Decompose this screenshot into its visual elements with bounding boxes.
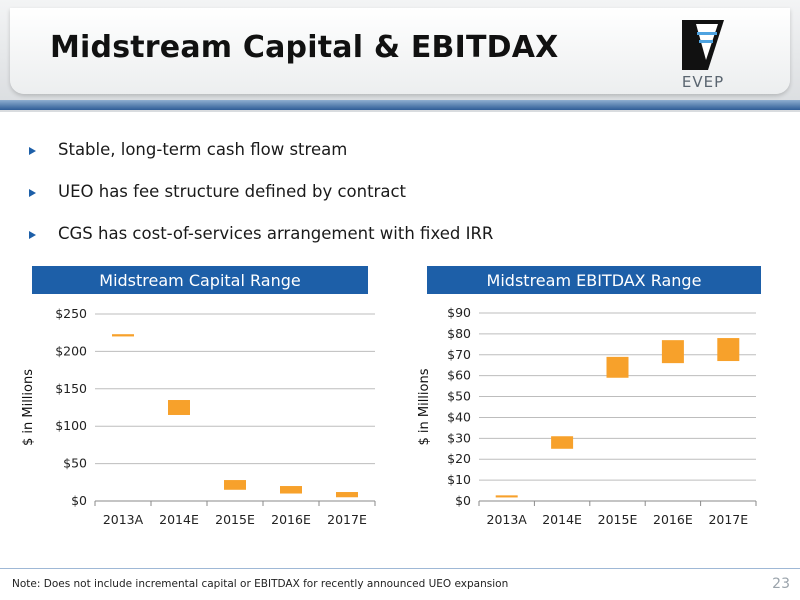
y-axis-label: $ in Millions [417,368,432,445]
capital-chart-title: Midstream Capital Range [32,266,368,294]
y-tick-label: $60 [447,368,471,383]
y-tick-label: $80 [447,326,471,341]
evep-logo-icon [682,20,724,70]
x-tick-label: 2013A [103,512,144,527]
x-tick-label: 2017E [708,512,748,527]
bullet-item: Stable, long-term cash flow stream [28,140,493,182]
range-bar [112,334,134,337]
bullet-text: CGS has cost-of-services arrangement wit… [58,224,494,243]
y-tick-label: $100 [55,418,87,433]
ebitdax-range-chart: $ in Millions $0 $10 $20 $30 $40 $50 $60 $70 $80 $… [417,305,757,527]
header-rule [0,100,800,110]
y-tick-label: $40 [447,409,471,424]
y-tick-label: $70 [447,347,471,362]
y-axis-label: $ in Millions [21,369,36,446]
footer-note: Note: Does not include incremental capit… [12,578,509,590]
range-bar [168,400,190,415]
header-plate [10,8,790,94]
range-bar [495,495,518,498]
capital-range-chart: $ in Millions $0 $50 $100 $150 $200 $250 2013A 2… [21,306,376,527]
x-tick-label: 2014E [159,512,199,527]
x-tick-label: 2015E [598,512,638,527]
bullet-list: Stable, long-term cash flow stream UEO h… [28,140,493,266]
y-tick-label: $0 [455,493,471,508]
x-tick-label: 2016E [653,512,693,527]
range-bar [280,486,302,494]
x-tick-label: 2013A [487,512,528,527]
range-bar [606,356,629,378]
ebitdax-chart-title: Midstream EBITDAX Range [427,266,761,294]
range-bar [661,340,684,364]
y-tick-label: $150 [55,381,87,396]
triangle-bullet-icon [29,147,36,155]
y-tick-label: $250 [55,306,87,321]
range-bar [224,480,246,490]
y-tick-label: $200 [55,343,87,358]
range-bar [551,436,574,449]
range-bar [717,338,740,362]
y-tick-label: $90 [447,305,471,320]
bullet-text: Stable, long-term cash flow stream [58,140,348,159]
x-tick-label: 2016E [271,512,311,527]
triangle-bullet-icon [29,189,36,197]
x-tick-label: 2017E [327,512,367,527]
y-tick-label: $50 [63,456,87,471]
triangle-bullet-icon [29,231,36,239]
y-tick-label: $30 [447,430,471,445]
x-tick-label: 2015E [215,512,255,527]
range-bar [336,492,358,498]
bullet-item: UEO has fee structure defined by contrac… [28,182,493,224]
page-number: 23 [772,576,790,592]
page-title: Midstream Capital & EBITDAX [50,30,559,65]
bullet-text: UEO has fee structure defined by contrac… [58,182,406,201]
y-tick-label: $20 [447,451,471,466]
y-tick-label: $10 [447,472,471,487]
x-tick-label: 2014E [542,512,582,527]
footer-divider [0,568,800,569]
y-tick-label: $50 [447,389,471,404]
logo-text: EVEP [681,73,725,91]
bullet-item: CGS has cost-of-services arrangement wit… [28,224,493,266]
y-tick-label: $0 [71,493,87,508]
